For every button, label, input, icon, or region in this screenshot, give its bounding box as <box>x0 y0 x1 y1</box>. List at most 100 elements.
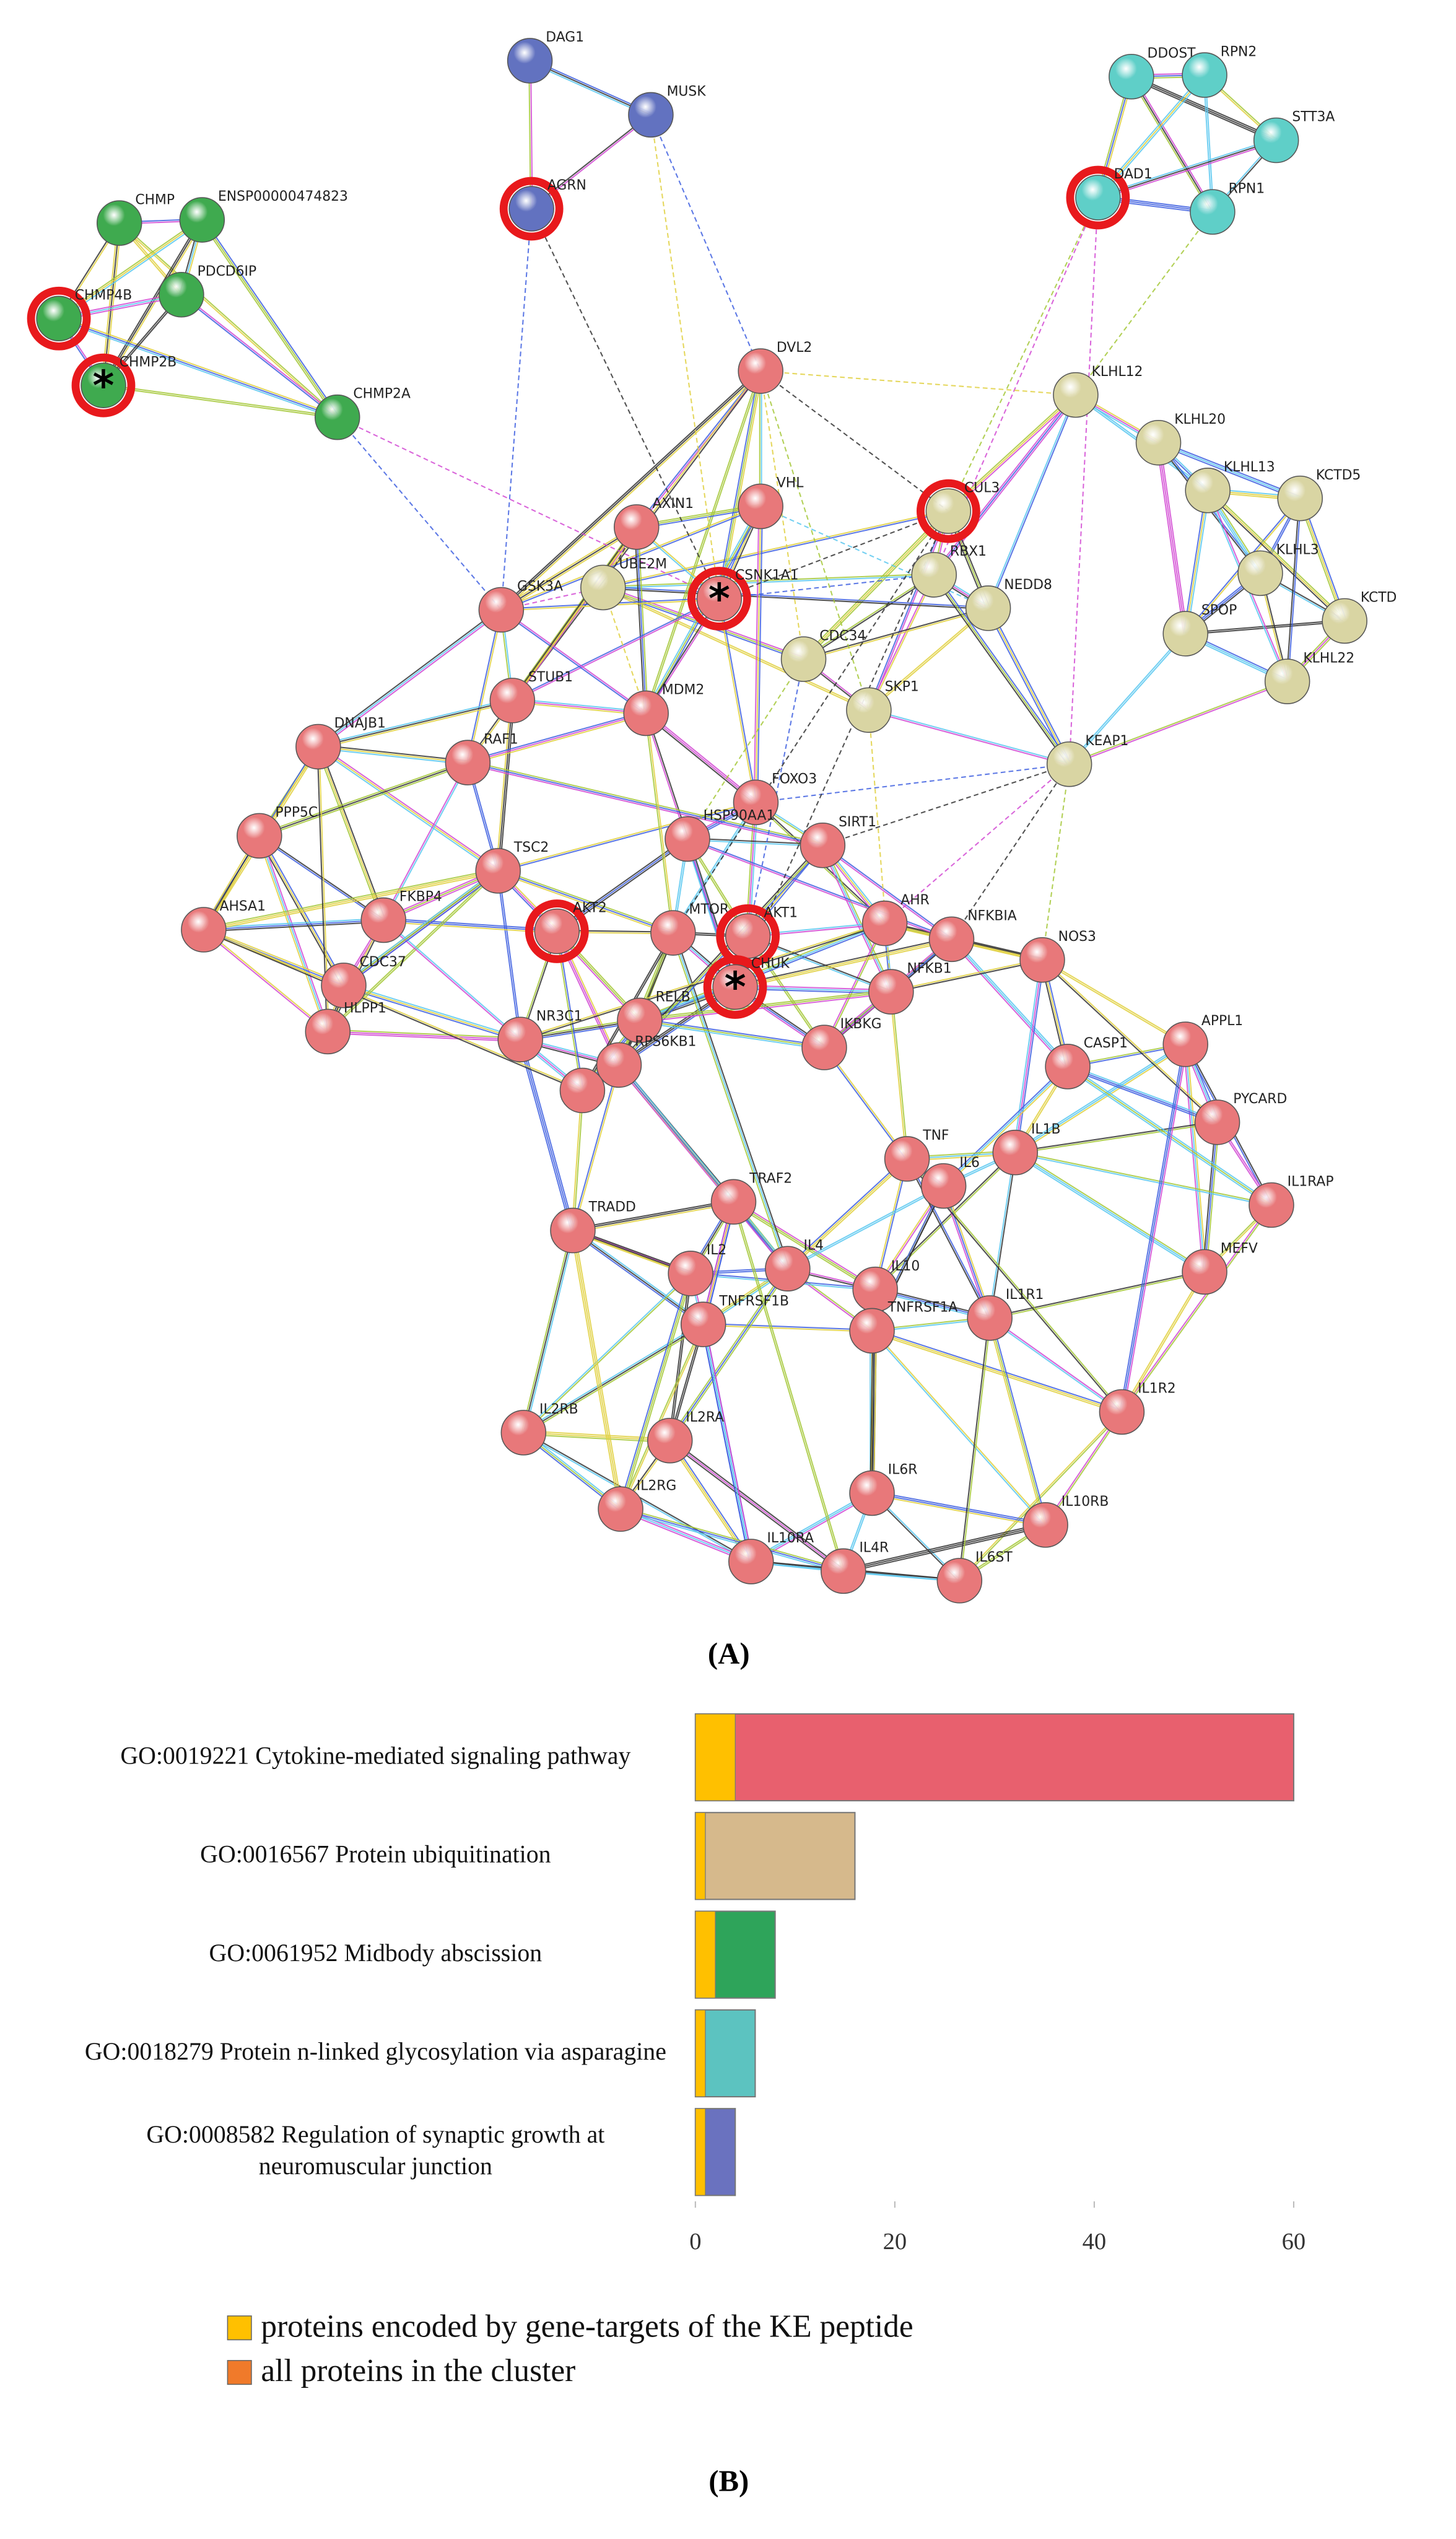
edge <box>1202 1122 1216 1272</box>
edge <box>822 1047 907 1160</box>
edge <box>822 845 892 992</box>
edge <box>843 1524 1046 1572</box>
edge <box>500 526 637 611</box>
node <box>360 897 406 943</box>
node-label: PYCARD <box>1233 1091 1287 1107</box>
node <box>928 916 975 963</box>
node-label: CHMP2B <box>120 354 177 370</box>
edge <box>1132 75 1215 212</box>
node-label: AHSA1 <box>220 899 266 914</box>
node-label: KCTD5 <box>1316 468 1361 483</box>
edge <box>719 510 949 600</box>
edge <box>753 506 760 803</box>
node-label: CHUK <box>751 956 790 972</box>
edge <box>1067 1065 1218 1123</box>
edge <box>990 1272 1205 1320</box>
edge <box>500 525 636 609</box>
node-label: KEAP1 <box>1085 733 1128 749</box>
edge <box>644 714 756 805</box>
edge <box>496 870 520 1040</box>
edge <box>634 527 645 714</box>
edge <box>619 1063 790 1269</box>
edge <box>932 575 1069 766</box>
node-label: STT3A <box>1292 110 1335 125</box>
node-label: CASP1 <box>1084 1036 1128 1051</box>
edge <box>1015 1122 1218 1155</box>
bar <box>694 1812 856 1900</box>
edge <box>523 1433 670 1443</box>
node <box>696 575 743 622</box>
edge <box>875 1152 1016 1291</box>
edge <box>788 1160 909 1271</box>
node <box>237 813 282 859</box>
node <box>1109 53 1154 100</box>
edge <box>573 1203 735 1233</box>
node-label: MTOR <box>689 902 730 917</box>
edge <box>1068 1064 1218 1122</box>
edge <box>1041 960 1218 1124</box>
edge <box>1286 498 1300 682</box>
edge <box>760 370 870 710</box>
edge <box>1123 1044 1188 1413</box>
edge <box>572 1230 622 1510</box>
edge <box>987 394 1076 608</box>
edge <box>318 610 503 749</box>
edge <box>989 607 1072 764</box>
edge <box>687 837 953 939</box>
panel-b-label: (B) <box>708 2465 749 2498</box>
node-label: NFKB1 <box>907 961 952 976</box>
edge <box>180 295 338 419</box>
node-label: TSC2 <box>513 840 549 855</box>
node <box>628 92 674 138</box>
node-label: KLHL3 <box>1276 543 1319 558</box>
edge <box>525 1230 575 1433</box>
edge <box>1042 958 1219 1122</box>
edge <box>203 917 384 929</box>
node <box>1249 1182 1294 1228</box>
edge <box>668 1273 691 1441</box>
edge <box>639 991 891 1021</box>
node-label: IL6R <box>888 1462 918 1478</box>
edge <box>1185 490 1209 634</box>
x-tick-label: 0 <box>689 2229 701 2255</box>
highlight-ring <box>27 286 91 351</box>
edge <box>181 293 339 417</box>
edge <box>803 573 935 659</box>
edge <box>635 527 647 714</box>
edge <box>318 748 468 765</box>
edge <box>941 1065 1067 1186</box>
edge <box>647 711 757 802</box>
edge <box>513 527 639 702</box>
edge <box>1016 1045 1187 1155</box>
edge <box>650 114 762 372</box>
node <box>478 587 525 633</box>
edge <box>872 1490 1046 1524</box>
edge <box>884 763 1070 924</box>
edge <box>987 1318 1045 1526</box>
bar-chart: GO:0019221 Cytokine-mediated signaling p… <box>85 1713 1306 2388</box>
node <box>1277 475 1323 522</box>
node <box>617 997 663 1044</box>
node-label: KLHL12 <box>1092 364 1143 380</box>
edge <box>959 1318 992 1581</box>
node-label: SIRT1 <box>839 815 876 830</box>
edge <box>733 1201 845 1571</box>
node <box>733 779 779 826</box>
node-label: KCTD <box>1361 590 1397 606</box>
edge <box>669 1268 788 1441</box>
edge <box>497 872 673 935</box>
bar <box>695 1812 706 1900</box>
node-label: RPN2 <box>1221 44 1257 59</box>
edge <box>868 710 892 992</box>
node <box>500 1410 547 1456</box>
edge <box>1186 491 1210 634</box>
node <box>1190 189 1236 235</box>
edge <box>868 710 1070 766</box>
node-marker: * <box>708 575 730 623</box>
edge <box>318 701 513 749</box>
bar <box>695 2108 706 2196</box>
edge <box>336 416 502 611</box>
edge <box>757 506 764 803</box>
edge <box>257 836 343 987</box>
